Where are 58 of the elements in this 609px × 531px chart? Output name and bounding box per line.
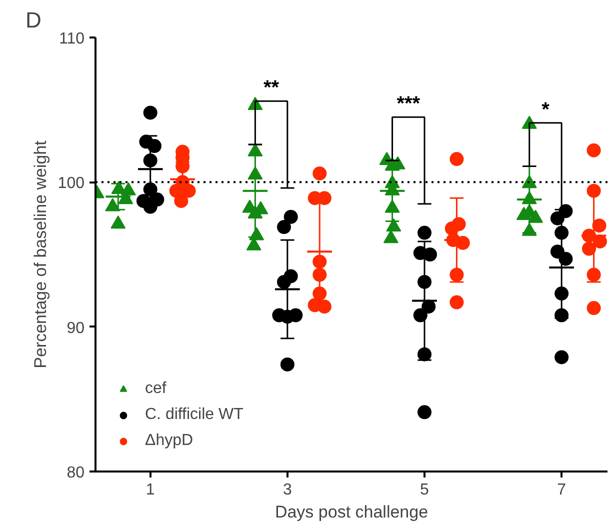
annotation: ** <box>264 77 280 100</box>
x-tick-label: 1 <box>146 482 155 498</box>
point <box>417 405 432 420</box>
point <box>586 301 601 316</box>
point <box>554 350 569 364</box>
x-tick-label: 5 <box>420 482 430 498</box>
point <box>586 268 601 282</box>
point <box>582 228 596 243</box>
point <box>417 226 432 240</box>
point <box>417 275 432 289</box>
point <box>280 310 294 324</box>
point <box>284 210 298 224</box>
point <box>582 242 596 256</box>
x-tick-label: 7 <box>557 482 566 498</box>
point <box>312 166 327 180</box>
point <box>174 194 188 208</box>
y-tick-label: 100 <box>58 175 85 192</box>
point <box>586 184 601 198</box>
point <box>422 300 436 314</box>
point <box>550 211 564 226</box>
point <box>444 221 459 236</box>
annotation: * <box>542 98 550 121</box>
point <box>143 106 158 120</box>
point <box>450 295 464 310</box>
y-tick-label: 110 <box>58 30 85 48</box>
point <box>558 252 573 266</box>
point <box>592 218 606 233</box>
point <box>554 308 569 322</box>
legend-label: cef <box>145 380 166 398</box>
point <box>413 308 428 322</box>
annotation: *** <box>396 93 420 116</box>
point <box>280 357 294 372</box>
point <box>143 182 158 196</box>
point <box>417 347 432 362</box>
chart-title: D <box>26 8 42 32</box>
point <box>554 226 569 240</box>
point <box>147 139 162 153</box>
point <box>450 268 464 282</box>
point <box>586 143 601 158</box>
point <box>317 300 332 314</box>
point <box>312 268 327 282</box>
point <box>450 152 464 166</box>
point <box>182 184 196 198</box>
y-axis-title: Percentage of baseline weight <box>30 140 50 368</box>
point <box>143 153 158 168</box>
point <box>312 254 327 269</box>
point <box>456 236 470 250</box>
point <box>554 286 569 301</box>
legend-label: ΔhypD <box>145 432 194 450</box>
y-tick-label: 80 <box>66 464 85 482</box>
x-axis-title: Days post challenge <box>274 502 428 522</box>
point <box>276 220 291 234</box>
x-tick-label: 3 <box>282 482 292 498</box>
legend-label: C. difficile WT <box>145 406 244 424</box>
point <box>312 286 327 301</box>
y-tick-label: 90 <box>66 320 85 337</box>
point <box>592 234 607 248</box>
point <box>276 275 291 289</box>
